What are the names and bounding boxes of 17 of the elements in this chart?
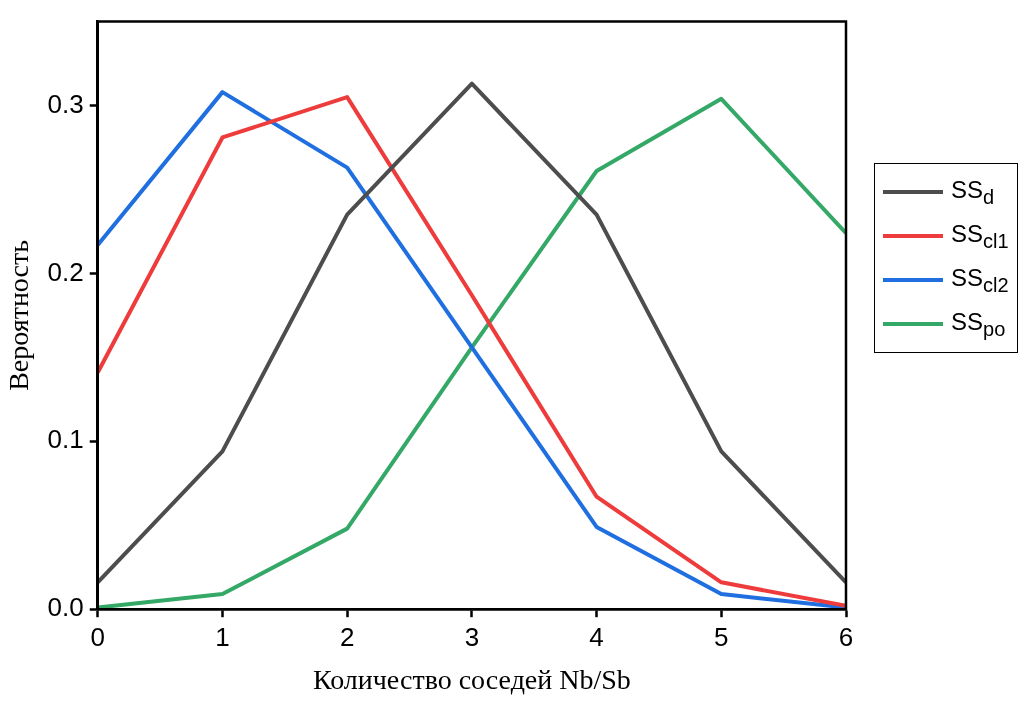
legend-label: SS$_{cl1}$ xyxy=(951,219,1009,253)
legend-label: SS$_{d}$ xyxy=(951,175,995,209)
legend-label: SS$_{po}$ xyxy=(951,307,1006,341)
x-tick-label: 3 xyxy=(464,621,480,652)
x-tick-label: 0 xyxy=(90,621,105,652)
x-tick-label: 2 xyxy=(339,621,355,652)
x-tick-label: 4 xyxy=(589,621,604,652)
y-tick-label: 0.1 xyxy=(47,424,84,455)
x-axis-title: Количество соседей Nb/Sb xyxy=(312,663,631,695)
y-tick-label: 0.3 xyxy=(47,88,84,119)
x-tick-label: 1 xyxy=(215,621,230,652)
x-tick-label: 5 xyxy=(714,621,729,652)
x-tick-label: 6 xyxy=(838,621,854,652)
y-tick-label: 0.0 xyxy=(47,592,84,623)
y-tick-label: 0.2 xyxy=(47,256,84,287)
y-axis-title: Вероятность xyxy=(3,239,35,391)
legend-label: SS$_{cl2}$ xyxy=(951,263,1009,297)
